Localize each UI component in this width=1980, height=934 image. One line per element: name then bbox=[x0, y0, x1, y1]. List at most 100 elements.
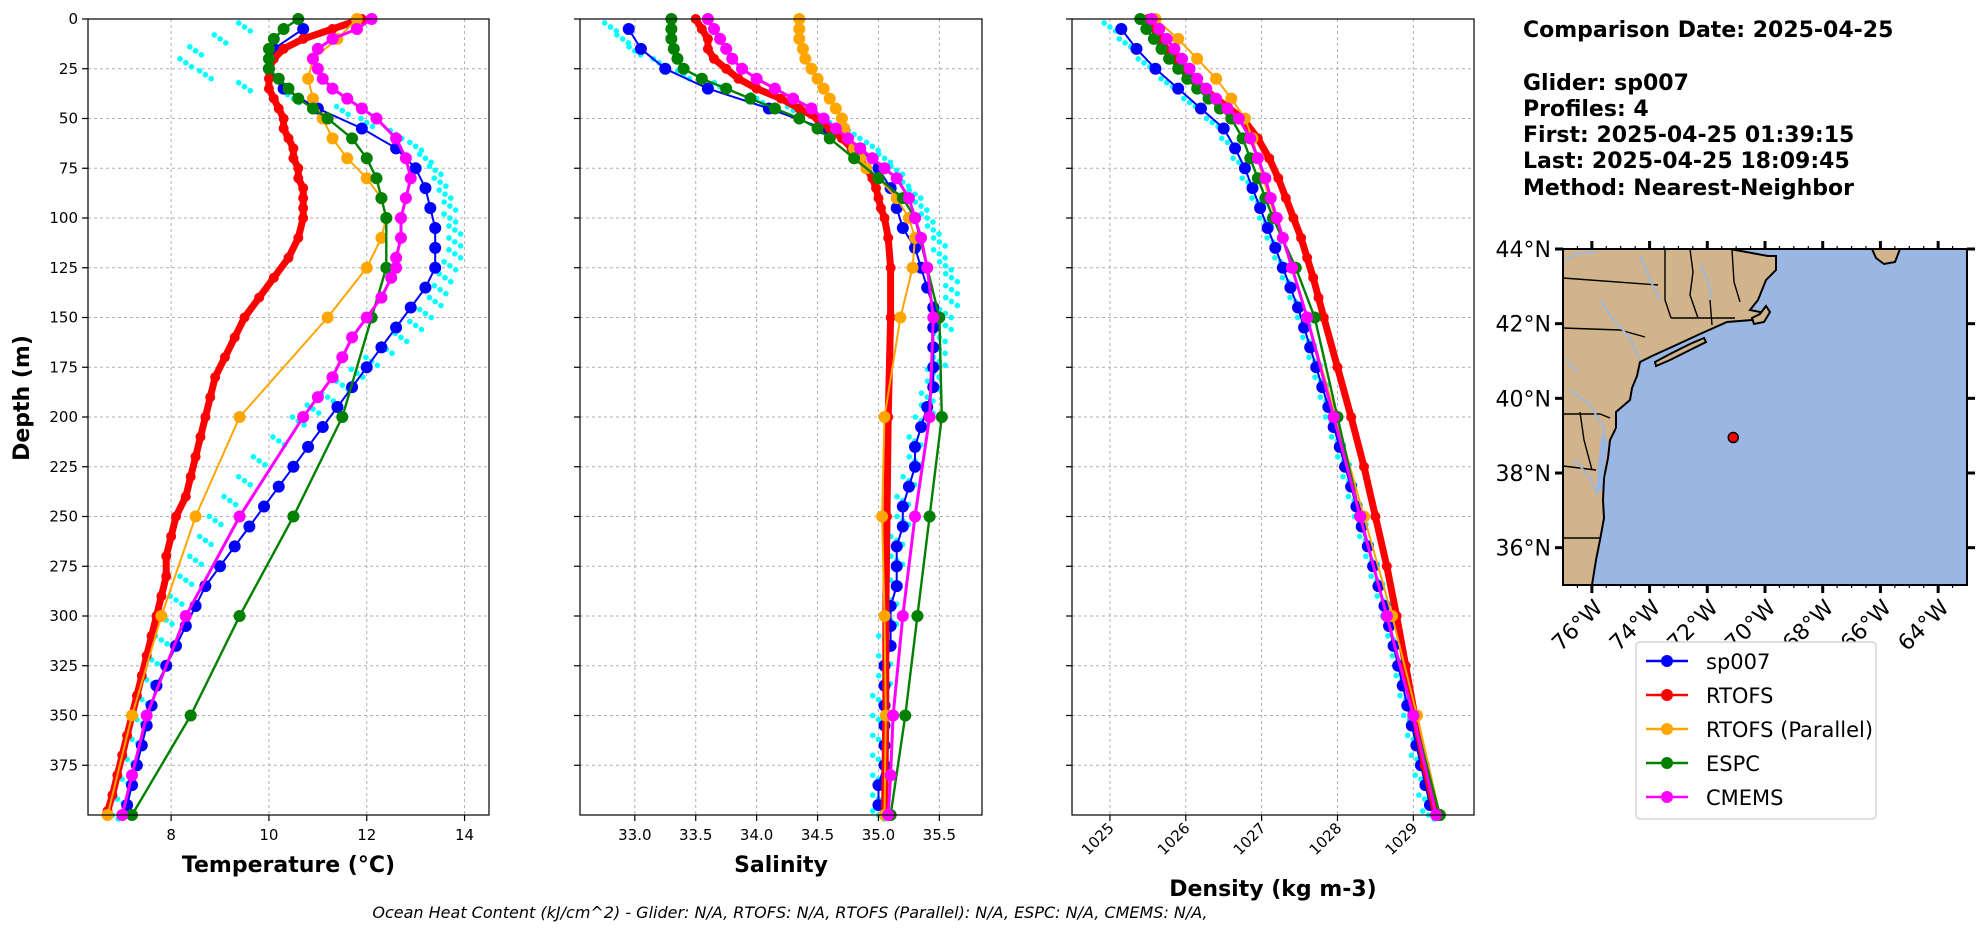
first-time: First: 2025-04-25 01:39:15 bbox=[1523, 123, 1854, 148]
glider-observation-point bbox=[924, 223, 931, 229]
series-point-rtofs bbox=[205, 392, 216, 403]
series-point-rtofs bbox=[278, 113, 289, 124]
series-point-rtofs bbox=[288, 153, 299, 164]
series-point-espc bbox=[370, 172, 383, 185]
glider-observation-point bbox=[398, 334, 404, 341]
glider-observation-point bbox=[437, 179, 443, 185]
series-point-rtofs-parallel- bbox=[1172, 32, 1185, 45]
map-lat-label: 38°N bbox=[1496, 462, 1551, 487]
series-point-cmems bbox=[1153, 22, 1166, 35]
series-point-rtofs bbox=[1370, 511, 1381, 522]
series-point-cmems bbox=[326, 32, 339, 45]
series-point-cmems bbox=[726, 52, 739, 65]
glider-observation-point bbox=[289, 414, 296, 420]
series-point-rtofs-parallel- bbox=[835, 112, 848, 125]
x-tick-label: 10 bbox=[259, 826, 278, 844]
glider-observation-point bbox=[403, 338, 410, 345]
glider-observation-point bbox=[924, 394, 930, 400]
legend-label: sp007 bbox=[1706, 650, 1770, 674]
series-point-cmems bbox=[385, 271, 398, 284]
series-point-sp007 bbox=[1172, 82, 1185, 95]
glider-observation-point bbox=[457, 231, 464, 237]
series-point-espc bbox=[287, 510, 300, 523]
series-point-sp007 bbox=[228, 540, 241, 553]
glider-observation-point bbox=[619, 36, 626, 42]
series-point-espc bbox=[872, 172, 885, 185]
glider-observation-point bbox=[206, 513, 213, 520]
glider-observation-point bbox=[948, 266, 955, 273]
glider-observation-point bbox=[446, 235, 452, 241]
series-point-rtofs bbox=[1381, 561, 1392, 572]
glider-observation-point bbox=[948, 298, 955, 305]
glider-observation-point bbox=[1368, 573, 1374, 579]
series-point-rtofs bbox=[278, 123, 289, 134]
series-point-rtofs bbox=[298, 33, 309, 44]
series-point-rtofs bbox=[283, 252, 294, 263]
glider-observation-point bbox=[1312, 374, 1318, 381]
glider-observation-point bbox=[869, 792, 876, 798]
glider-observation-point bbox=[607, 24, 614, 30]
glider-observation-point bbox=[1363, 553, 1369, 560]
series-point-espc bbox=[1181, 72, 1194, 85]
series-point-cmems bbox=[326, 82, 339, 95]
glider-observation-point bbox=[442, 191, 448, 197]
series-point-cmems bbox=[1191, 72, 1204, 85]
glider-name: Glider: sp007 bbox=[1523, 71, 1689, 96]
series-point-sp007 bbox=[258, 500, 271, 513]
glider-observation-point bbox=[917, 195, 924, 201]
series-point-sp007 bbox=[360, 361, 373, 374]
glider-observation-point bbox=[446, 247, 452, 253]
series-point-sp007 bbox=[1115, 22, 1128, 35]
series-point-cmems bbox=[1244, 132, 1257, 145]
glider-observation-point bbox=[438, 302, 444, 309]
series-point-rtofs-parallel- bbox=[796, 42, 809, 55]
glider-observation-point bbox=[457, 254, 464, 261]
glider-observation-point bbox=[211, 32, 218, 38]
series-point-sp007 bbox=[302, 440, 315, 453]
map-cape-cod bbox=[1750, 304, 1772, 326]
series-point-rtofs bbox=[1346, 412, 1357, 422]
series-point-espc bbox=[823, 132, 836, 145]
series-point-cmems bbox=[720, 42, 733, 55]
glider-observation-point bbox=[1279, 274, 1286, 281]
series-point-cmems bbox=[714, 32, 727, 45]
series-point-rtofs bbox=[702, 33, 713, 44]
series-point-rtofs bbox=[709, 53, 719, 64]
glider-observation-point bbox=[1116, 36, 1123, 42]
glider-observation-point bbox=[301, 422, 307, 428]
series-point-cmems bbox=[297, 411, 310, 423]
series-point-sp007 bbox=[896, 500, 909, 513]
glider-observation-point bbox=[247, 87, 254, 94]
glider-observation-point bbox=[275, 438, 282, 444]
series-point-sp007 bbox=[890, 580, 903, 593]
glider-observation-point bbox=[924, 215, 930, 221]
series-point-cmems bbox=[1354, 510, 1367, 523]
series-point-sp007 bbox=[701, 82, 714, 95]
series-point-rtofs bbox=[794, 103, 805, 114]
series-point-rtofs bbox=[1296, 232, 1307, 243]
series-point-sp007 bbox=[1298, 321, 1311, 334]
x-tick-label: 1027 bbox=[1230, 819, 1270, 859]
map-delaware-bay bbox=[1616, 420, 1628, 440]
series-point-sp007 bbox=[1149, 62, 1162, 75]
glider-observation-point bbox=[948, 314, 955, 321]
glider-observation-point bbox=[369, 123, 376, 130]
series-point-cmems bbox=[394, 231, 407, 244]
series-point-cmems bbox=[854, 142, 867, 155]
series-point-espc bbox=[360, 152, 373, 165]
series-point-rtofs bbox=[161, 551, 172, 562]
glider-observation-point bbox=[942, 362, 948, 369]
glider-observation-point bbox=[374, 362, 381, 369]
series-point-espc bbox=[720, 82, 733, 95]
glider-observation-point bbox=[869, 692, 876, 699]
map-long-island bbox=[1653, 336, 1708, 368]
series-line-sp007 bbox=[1120, 28, 1431, 806]
glider-observation-point bbox=[247, 481, 254, 488]
series-point-cmems bbox=[1221, 102, 1234, 115]
glider-observation-point bbox=[202, 71, 209, 78]
series-point-sp007 bbox=[1246, 182, 1259, 195]
glider-observation-point bbox=[875, 696, 882, 703]
series-point-cmems bbox=[1276, 231, 1289, 244]
glider-observation-point bbox=[407, 318, 413, 325]
series-point-rtofs bbox=[1302, 252, 1313, 263]
